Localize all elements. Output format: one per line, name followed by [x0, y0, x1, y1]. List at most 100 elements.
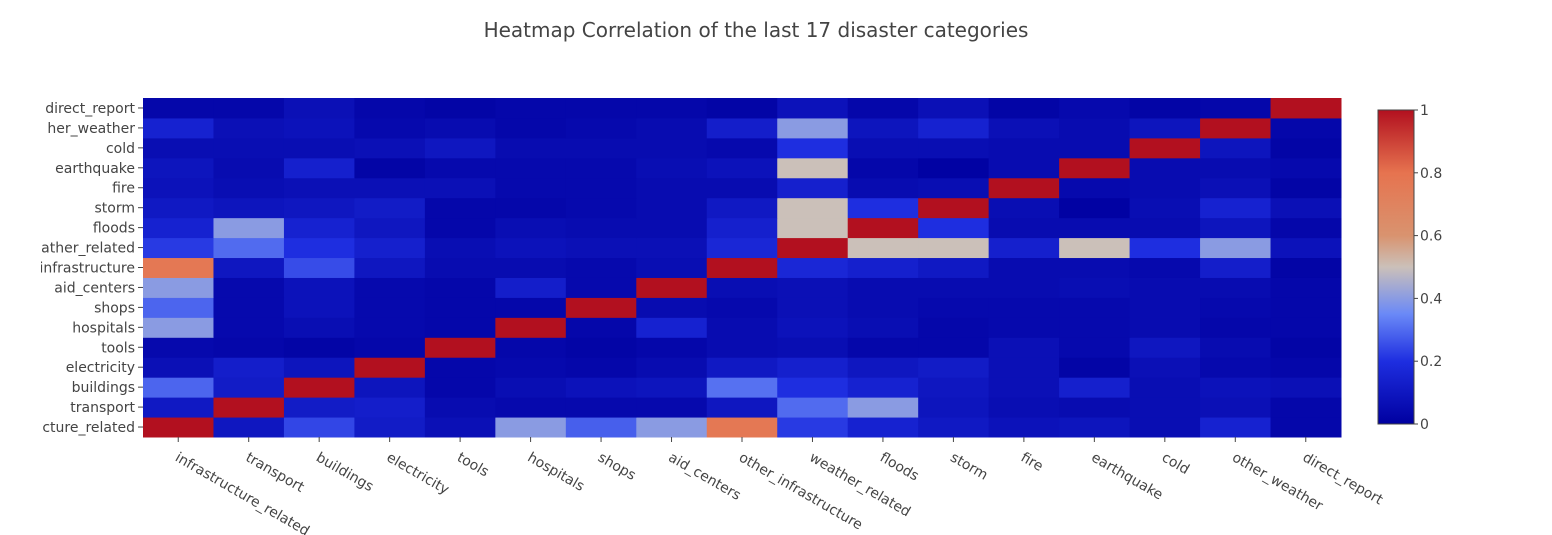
cell-transport-electricity: [354, 397, 426, 418]
cell-floods-tools: [424, 217, 496, 239]
cell-direct_report-other_infrastructure: [706, 98, 778, 119]
cell-weather_related-tools: [424, 237, 496, 259]
cell-other_weather-aid_centers: [636, 117, 708, 139]
cell-hospitals-infrastructure_related: [143, 317, 214, 338]
cell-infrastructure_related-aid_centers: [636, 417, 708, 438]
cell-floods-hospitals: [495, 217, 567, 239]
cell-cold-infrastructure_related: [143, 137, 214, 159]
cell-storm-buildings: [283, 197, 355, 219]
cell-cold-floods: [847, 137, 919, 159]
cell-hospitals-cold: [1129, 317, 1201, 338]
cell-direct_report-electricity: [354, 98, 426, 119]
cell-other_infrastructure-tools: [424, 257, 496, 278]
cell-buildings-aid_centers: [636, 377, 708, 398]
cell-hospitals-shops: [565, 317, 637, 338]
cell-floods-other_weather: [1200, 217, 1272, 239]
cell-tools-floods: [847, 337, 919, 358]
cell-hospitals-transport: [213, 317, 285, 338]
cell-direct_report-buildings: [283, 98, 355, 119]
cell-floods-electricity: [354, 217, 426, 239]
cell-hospitals-earthquake: [1059, 317, 1131, 338]
cell-weather_related-transport: [213, 237, 285, 259]
cell-earthquake-buildings: [283, 157, 355, 179]
cell-other_weather-other_infrastructure: [706, 117, 778, 139]
cell-fire-infrastructure_related: [143, 177, 214, 199]
cell-infrastructure_related-electricity: [354, 417, 426, 438]
cell-earthquake-earthquake: [1059, 157, 1131, 179]
y-tick-label: shops: [94, 300, 135, 316]
cell-weather_related-cold: [1129, 237, 1201, 259]
cell-direct_report-transport: [213, 98, 285, 119]
x-tick-label: other_infrastructure: [736, 450, 865, 534]
cell-aid_centers-direct_report: [1270, 277, 1342, 298]
cell-infrastructure_related-infrastructure_related: [143, 417, 214, 438]
cell-other_infrastructure-transport: [213, 257, 285, 278]
cell-storm-aid_centers: [636, 197, 708, 219]
cell-floods-fire: [988, 217, 1060, 239]
cell-other_weather-other_weather: [1200, 117, 1272, 139]
colorbar-tick-label: 0: [1420, 417, 1429, 433]
cell-tools-cold: [1129, 337, 1201, 358]
cell-other_weather-shops: [565, 117, 637, 139]
cell-electricity-earthquake: [1059, 357, 1131, 378]
cell-transport-floods: [847, 397, 919, 418]
cell-other_weather-weather_related: [777, 117, 849, 139]
cell-direct_report-infrastructure_related: [143, 98, 214, 119]
cell-aid_centers-infrastructure_related: [143, 277, 214, 298]
cell-infrastructure_related-storm: [918, 417, 990, 438]
cell-weather_related-weather_related: [777, 237, 849, 259]
colorbar-tick-label: 0.8: [1420, 166, 1442, 182]
cell-cold-tools: [424, 137, 496, 159]
cell-infrastructure_related-fire: [988, 417, 1060, 438]
cell-shops-other_infrastructure: [706, 297, 778, 318]
cell-shops-buildings: [283, 297, 355, 318]
cell-floods-floods: [847, 217, 919, 239]
x-tick-label: floods: [877, 450, 921, 485]
cell-hospitals-buildings: [283, 317, 355, 338]
cell-weather_related-other_infrastructure: [706, 237, 778, 259]
cell-fire-storm: [918, 177, 990, 199]
cell-floods-transport: [213, 217, 285, 239]
cell-transport-direct_report: [1270, 397, 1342, 418]
cell-fire-direct_report: [1270, 177, 1342, 199]
cell-electricity-shops: [565, 357, 637, 378]
cell-floods-aid_centers: [636, 217, 708, 239]
cell-floods-earthquake: [1059, 217, 1131, 239]
cell-other_weather-earthquake: [1059, 117, 1131, 139]
y-tick-label: electricity: [66, 360, 135, 376]
cell-shops-shops: [565, 297, 637, 318]
cell-tools-buildings: [283, 337, 355, 358]
cell-transport-aid_centers: [636, 397, 708, 418]
cell-transport-tools: [424, 397, 496, 418]
cell-weather_related-shops: [565, 237, 637, 259]
cell-transport-transport: [213, 397, 285, 418]
cell-floods-buildings: [283, 217, 355, 239]
y-tick-label: transport: [70, 400, 135, 416]
cell-storm-storm: [918, 197, 990, 219]
cell-fire-fire: [988, 177, 1060, 199]
cell-earthquake-floods: [847, 157, 919, 179]
cell-buildings-fire: [988, 377, 1060, 398]
cell-infrastructure_related-floods: [847, 417, 919, 438]
y-tick-label: tools: [101, 340, 135, 356]
cell-other_infrastructure-floods: [847, 257, 919, 278]
cell-hospitals-electricity: [354, 317, 426, 338]
y-tick-label: cture_related: [42, 420, 135, 436]
cell-transport-earthquake: [1059, 397, 1131, 418]
cell-transport-other_weather: [1200, 397, 1272, 418]
cell-infrastructure_related-other_weather: [1200, 417, 1272, 438]
cell-shops-earthquake: [1059, 297, 1131, 318]
cell-floods-other_infrastructure: [706, 217, 778, 239]
cell-direct_report-other_weather: [1200, 98, 1272, 119]
cell-aid_centers-storm: [918, 277, 990, 298]
cell-earthquake-other_weather: [1200, 157, 1272, 179]
cell-earthquake-tools: [424, 157, 496, 179]
cell-storm-floods: [847, 197, 919, 219]
colorbar-gradient: [1377, 109, 1415, 425]
cell-cold-cold: [1129, 137, 1201, 159]
cell-earthquake-shops: [565, 157, 637, 179]
cell-fire-aid_centers: [636, 177, 708, 199]
cell-direct_report-weather_related: [777, 98, 849, 119]
cell-infrastructure_related-other_infrastructure: [706, 417, 778, 438]
cell-buildings-infrastructure_related: [143, 377, 214, 398]
